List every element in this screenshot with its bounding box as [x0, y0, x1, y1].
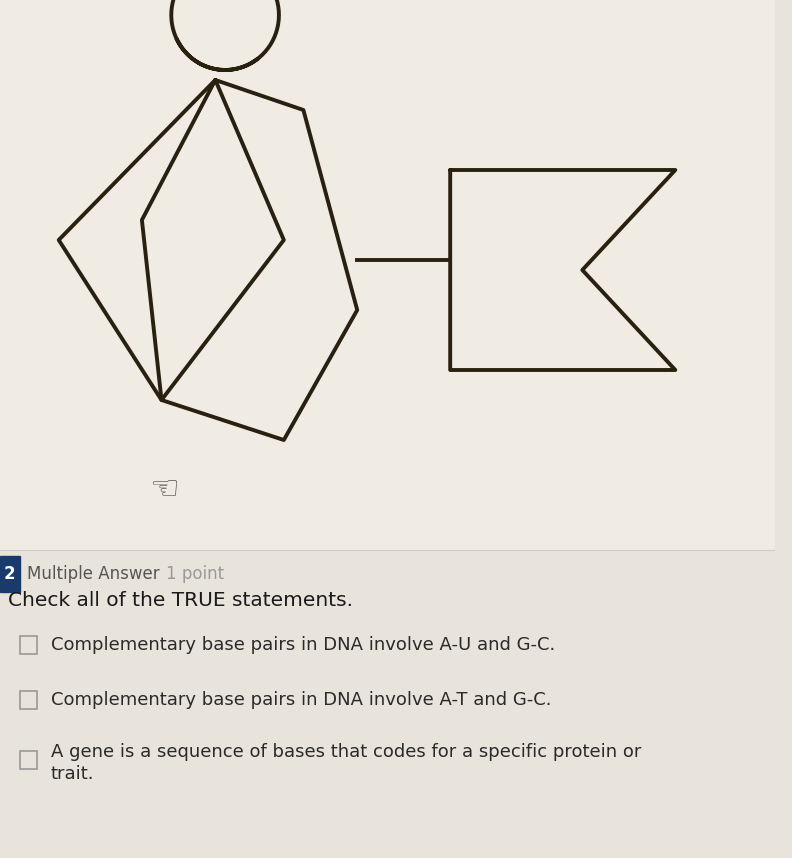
Bar [20, 691, 37, 709]
Text: Complementary base pairs in DNA involve A-T and G-C.: Complementary base pairs in DNA involve … [51, 691, 551, 709]
Bar [0, 556, 20, 592]
Text: A gene is a sequence of bases that codes for a specific protein or: A gene is a sequence of bases that codes… [51, 743, 642, 761]
Text: Multiple Answer: Multiple Answer [28, 565, 160, 583]
Bar [0, 0, 775, 550]
Text: 2: 2 [4, 565, 16, 583]
Text: Complementary base pairs in DNA involve A-U and G-C.: Complementary base pairs in DNA involve … [51, 636, 555, 654]
Text: Check all of the TRUE statements.: Check all of the TRUE statements. [8, 591, 352, 611]
Text: trait.: trait. [51, 765, 94, 783]
Text: ☜: ☜ [150, 474, 179, 506]
Bar [20, 751, 37, 769]
Bar [20, 636, 37, 654]
Text: 1 point: 1 point [166, 565, 224, 583]
